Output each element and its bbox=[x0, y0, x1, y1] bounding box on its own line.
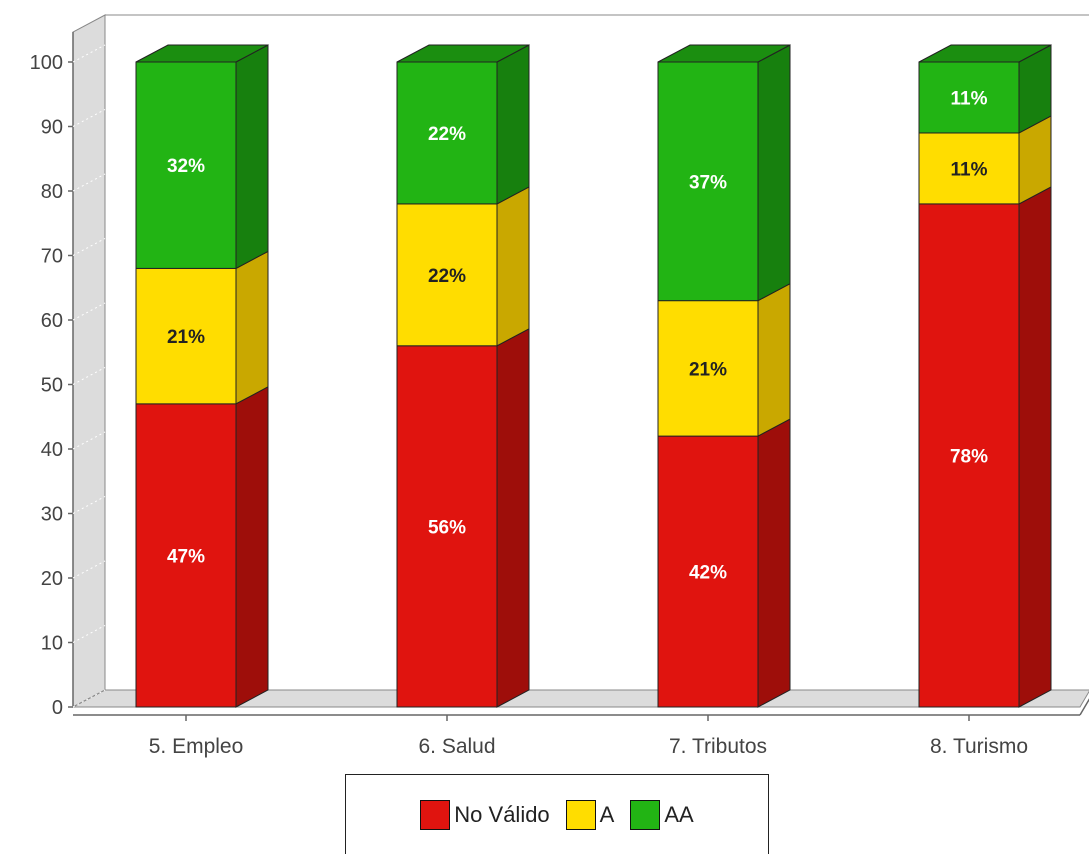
bar-top bbox=[657, 44, 791, 63]
y-tick-label: 50 bbox=[41, 375, 63, 397]
y-gridline bbox=[72, 302, 106, 321]
bar-segment bbox=[657, 300, 759, 437]
legend-item-no-valido[interactable]: No Válido bbox=[420, 799, 550, 830]
bar-segment bbox=[657, 61, 759, 302]
data-label: 56% bbox=[428, 517, 466, 538]
y-tick-label: 40 bbox=[41, 439, 63, 461]
y-gridline bbox=[72, 238, 106, 256]
x-axis-corner bbox=[1079, 698, 1089, 716]
bar-stack: 56% 22% 22% bbox=[396, 44, 530, 708]
bar-top bbox=[396, 44, 530, 63]
bar-segment-side bbox=[235, 44, 269, 270]
data-label: 22% bbox=[428, 266, 466, 287]
bar-segment-side bbox=[235, 250, 269, 405]
x-tick-label: 6. Salud bbox=[418, 735, 495, 758]
y-tick-label: 80 bbox=[41, 181, 63, 203]
y-gridline bbox=[72, 173, 106, 192]
y-tick-label: 0 bbox=[52, 697, 63, 719]
bar-top bbox=[918, 44, 1052, 63]
legend-label-no-valido: No Válido bbox=[454, 801, 550, 827]
bar-segment bbox=[135, 403, 237, 708]
legend: No Válido A AA bbox=[345, 774, 769, 854]
stacked-bar-chart: 0 10 20 30 40 50 60 70 80 90 100 47% 21% 32% 56% 22% 22… bbox=[30, 14, 1089, 758]
bar-segment-side bbox=[496, 44, 530, 205]
bar-segment-side bbox=[757, 418, 791, 708]
bar-segment bbox=[657, 435, 759, 708]
legend-swatch-no-valido bbox=[420, 799, 451, 830]
bar-stack: 42% 21% 37% bbox=[657, 44, 791, 708]
left-wall bbox=[72, 14, 106, 708]
bar-segment bbox=[396, 203, 498, 347]
y-gridline bbox=[72, 431, 106, 450]
y-tick-label: 60 bbox=[41, 310, 63, 332]
data-label: 22% bbox=[428, 124, 466, 145]
data-label: 47% bbox=[167, 546, 205, 567]
bar-segment bbox=[396, 345, 498, 708]
y-tick-label: 10 bbox=[41, 633, 63, 655]
legend-label-a: A bbox=[599, 801, 615, 827]
data-label: 32% bbox=[167, 156, 205, 177]
bars: 47% 21% 32% 56% 22% 22% 42% 21% 37% 78% 11% 11% bbox=[135, 44, 1052, 708]
y-gridline bbox=[72, 560, 106, 579]
bar-segment-side bbox=[235, 386, 269, 708]
y-gridline bbox=[72, 367, 106, 385]
y-tick-label: 20 bbox=[41, 568, 63, 590]
data-label: 21% bbox=[689, 359, 727, 380]
y-tick-label: 100 bbox=[30, 52, 63, 74]
x-axis: 5. Empleo 6. Salud 7. Tributos 8. Turismo bbox=[73, 698, 1089, 758]
y-gridline bbox=[72, 109, 106, 127]
y-tick-label: 90 bbox=[41, 117, 63, 139]
data-label: 42% bbox=[689, 563, 727, 584]
bar-segment-side bbox=[757, 44, 791, 302]
y-gridline bbox=[72, 689, 106, 708]
data-label: 78% bbox=[950, 446, 988, 467]
data-label: 11% bbox=[951, 88, 988, 109]
bar-segment-side bbox=[1018, 186, 1052, 708]
data-label: 21% bbox=[167, 327, 205, 348]
legend-label-aa: AA bbox=[664, 801, 694, 827]
y-gridline bbox=[72, 496, 106, 514]
legend-swatch-a bbox=[565, 799, 596, 830]
bar-segment-side bbox=[757, 282, 791, 437]
data-label: 37% bbox=[689, 172, 727, 193]
legend-item-aa[interactable]: AA bbox=[630, 799, 694, 830]
y-tick-label: 70 bbox=[41, 246, 63, 268]
bar-segment bbox=[135, 61, 237, 269]
bar-segment bbox=[918, 132, 1020, 205]
y-tick-label: 30 bbox=[41, 504, 63, 526]
y-gridline bbox=[72, 44, 106, 63]
bar-segment-side bbox=[496, 327, 530, 708]
y-axis: 0 10 20 30 40 50 60 70 80 90 100 bbox=[30, 32, 106, 719]
bar-stack: 78% 11% 11% bbox=[918, 44, 1052, 708]
y-gridline bbox=[72, 625, 106, 643]
x-tick-label: 7. Tributos bbox=[669, 735, 767, 758]
bar-segment bbox=[918, 203, 1020, 708]
bar-segment-side bbox=[496, 186, 530, 347]
legend-item-a[interactable]: A bbox=[565, 799, 615, 830]
x-tick-label: 8. Turismo bbox=[930, 735, 1028, 758]
data-label: 11% bbox=[951, 159, 988, 180]
bar-top bbox=[135, 44, 269, 63]
bar-stack: 47% 21% 32% bbox=[135, 44, 269, 708]
x-tick-label: 5. Empleo bbox=[149, 735, 244, 758]
legend-swatch-aa bbox=[630, 799, 661, 830]
